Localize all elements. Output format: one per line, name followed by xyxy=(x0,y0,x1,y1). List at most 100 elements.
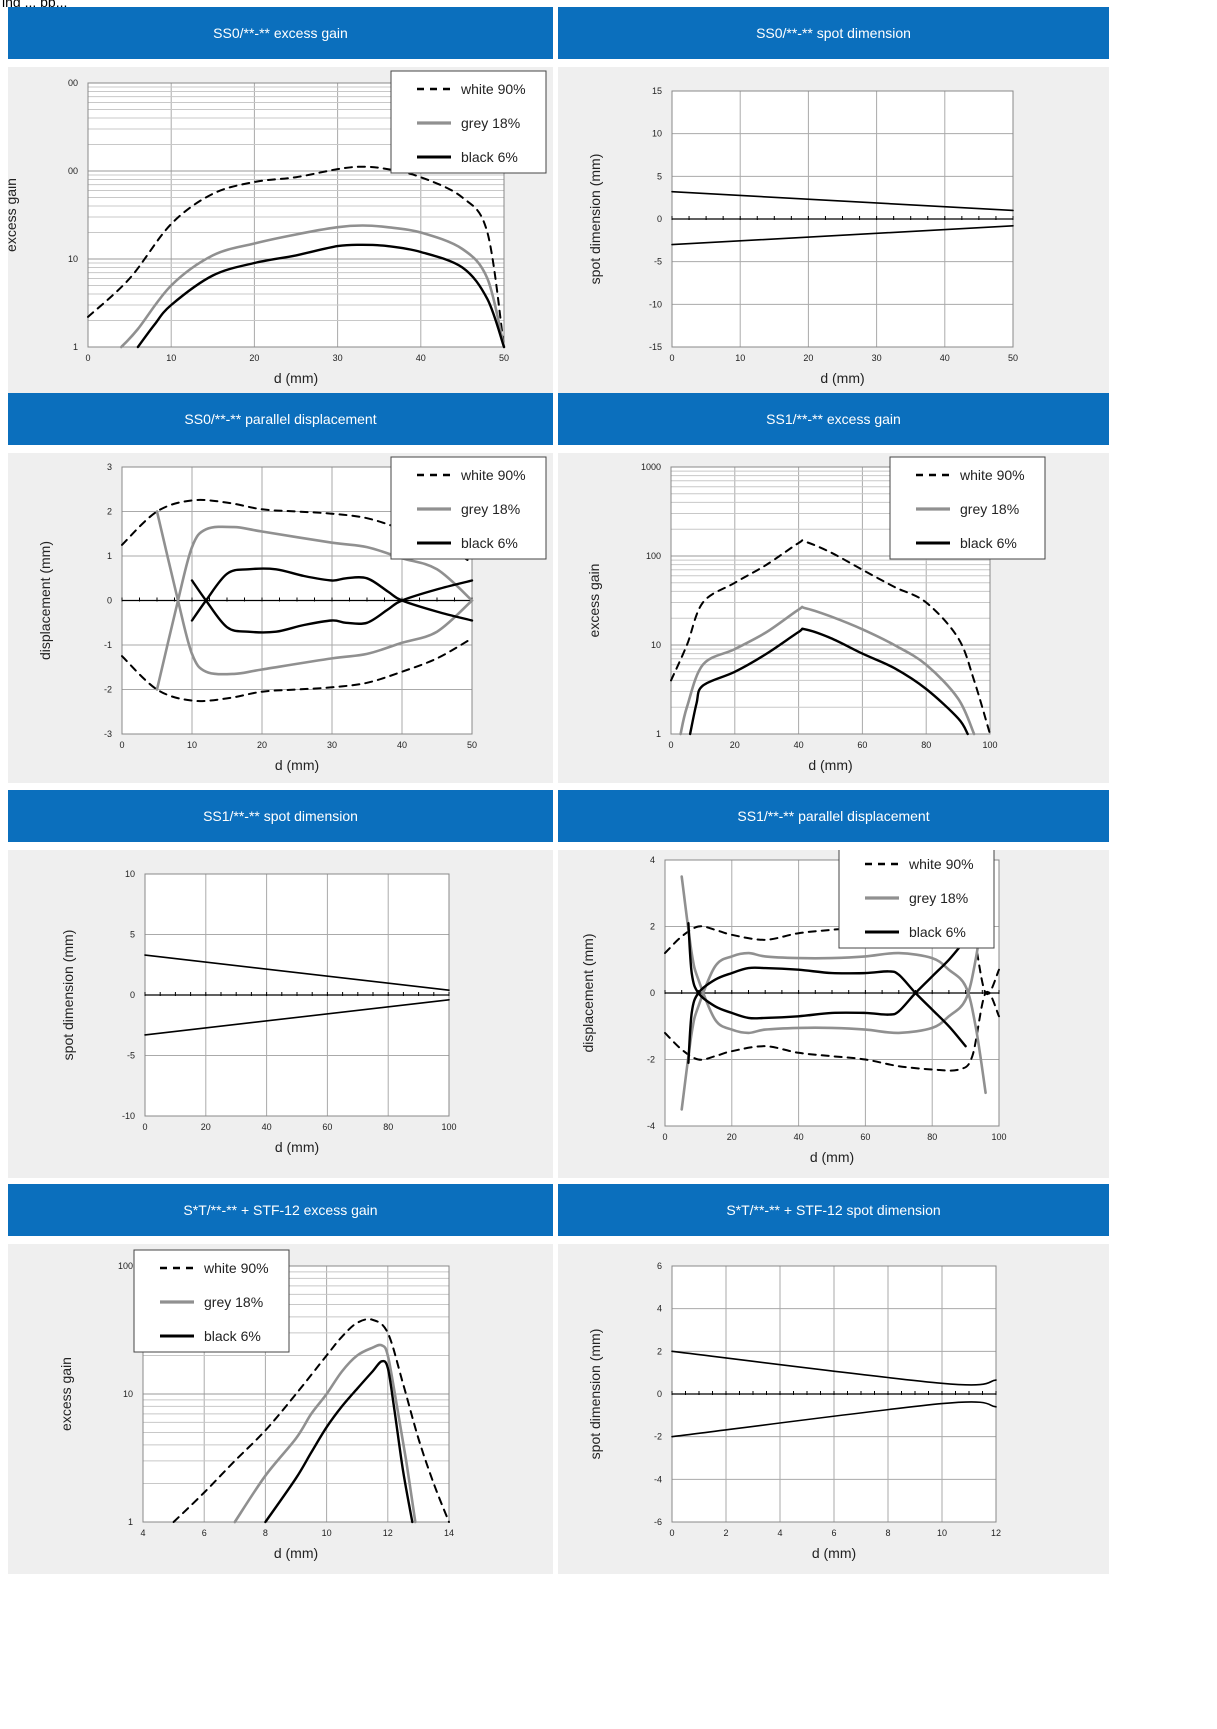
series-line-black xyxy=(688,627,969,736)
x-tick-label: 0 xyxy=(669,353,674,363)
x-tick-label: 20 xyxy=(249,353,259,363)
y-tick-label: -2 xyxy=(654,1432,662,1442)
x-tick-label: 30 xyxy=(333,353,343,363)
chart-ss0-gain: 0 10 20 30 40 50 1 10 00 00 d (mm) excess gain white… xyxy=(8,70,547,386)
y-tick-label: -5 xyxy=(127,1051,135,1061)
x-tick-label: 4 xyxy=(777,1528,782,1538)
y-tick-label: 10 xyxy=(652,129,662,139)
x-tick-label: 20 xyxy=(803,353,813,363)
x-tick-label: 20 xyxy=(201,1122,211,1132)
y-tick-label: 10 xyxy=(125,869,135,879)
y-axis-label: excess gain xyxy=(586,564,602,638)
series-line-black xyxy=(264,1359,414,1524)
y-tick-label: 00 xyxy=(68,166,78,176)
series-line-black xyxy=(136,243,506,349)
y-tick-label: 6 xyxy=(657,1261,662,1271)
series-line-white xyxy=(87,165,505,348)
series-line-grey xyxy=(155,510,474,676)
x-tick-label: 10 xyxy=(166,353,176,363)
series-line-spot xyxy=(144,954,450,991)
x-tick-label: 4 xyxy=(140,1528,145,1538)
legend-label: black 6% xyxy=(461,149,518,165)
y-tick-label: 1 xyxy=(656,729,661,739)
y-tick-label: 100 xyxy=(118,1261,133,1271)
x-tick-label: 30 xyxy=(327,740,337,750)
plot-frame xyxy=(87,82,505,348)
y-tick-label: 3 xyxy=(107,462,112,472)
x-tick-label: 6 xyxy=(831,1528,836,1538)
legend: white 90% grey 18% black 6% xyxy=(390,456,547,560)
x-tick-label: 50 xyxy=(1008,353,1018,363)
x-tick-label: 0 xyxy=(119,740,124,750)
legend-label: white 90% xyxy=(460,467,526,483)
series-line-black xyxy=(687,922,967,1020)
x-tick-label: 20 xyxy=(257,740,267,750)
y-axis-label: displacement (mm) xyxy=(580,933,596,1052)
y-tick-label: -10 xyxy=(122,1111,135,1121)
y-tick-label: 1 xyxy=(107,551,112,561)
series-line-spot xyxy=(671,225,1014,246)
panel-title: SS1/**-** spot dimension xyxy=(8,790,553,842)
legend: white 90% grey 18% black 6% xyxy=(133,1249,290,1353)
x-tick-label: 20 xyxy=(727,1132,737,1142)
panel-title: SS1/**-** parallel displacement xyxy=(558,790,1109,842)
x-axis-label: d (mm) xyxy=(274,1545,318,1561)
x-tick-label: 50 xyxy=(499,353,509,363)
y-tick-label: 1000 xyxy=(641,462,661,472)
y-tick-label: 15 xyxy=(652,86,662,96)
y-axis-label: displacement (mm) xyxy=(37,541,53,660)
y-tick-label: 10 xyxy=(651,640,661,650)
chart-ss1-gain: 0 20 40 60 80 100 1 10 100 1000 d (mm) excess gain w… xyxy=(586,456,1046,773)
y-tick-label: 100 xyxy=(646,551,661,561)
series-line-grey xyxy=(680,875,987,1035)
x-tick-label: 10 xyxy=(735,353,745,363)
chart-ss1-displacement: 0 20 40 60 80 100 -4 -2 0 2 4 d (mm) displacement (m… xyxy=(580,850,1007,1165)
x-tick-label: 30 xyxy=(872,353,882,363)
legend-label: grey 18% xyxy=(909,890,968,906)
x-tick-label: 40 xyxy=(794,1132,804,1142)
x-tick-label: 8 xyxy=(263,1528,268,1538)
y-tick-label: 1 xyxy=(128,1517,133,1527)
legend-label: white 90% xyxy=(460,81,526,97)
legend-label: black 6% xyxy=(960,535,1017,551)
panel-ss1-disp: SS1/**-** parallel displacement 0 20 40 60 8… xyxy=(558,790,1109,1178)
series-line-black xyxy=(190,567,474,622)
legend-label: white 90% xyxy=(908,856,974,872)
series-line-white xyxy=(670,539,991,735)
x-tick-label: 100 xyxy=(441,1122,456,1132)
chart-st-gain: 4 6 8 10 12 14 1 10 100 d (mm) excess gain white 90… xyxy=(58,1249,454,1561)
x-tick-label: 60 xyxy=(860,1132,870,1142)
panel-st-gain: S*T/**-** + STF-12 excess gain 4 6 8 10 12 14… xyxy=(8,1184,553,1574)
x-tick-label: 0 xyxy=(85,353,90,363)
y-tick-label: -3 xyxy=(104,729,112,739)
y-tick-label: -15 xyxy=(649,342,662,352)
x-tick-label: 80 xyxy=(383,1122,393,1132)
legend-label: grey 18% xyxy=(960,501,1019,517)
x-tick-label: 50 xyxy=(467,740,477,750)
x-axis-label: d (mm) xyxy=(275,757,319,773)
x-tick-label: 100 xyxy=(982,740,997,750)
chart-ss0-spot: 0 10 20 30 40 50 -15 -10 -5 0 5 10 15 d (mm) spot dime… xyxy=(587,86,1018,386)
x-tick-label: 40 xyxy=(416,353,426,363)
y-tick-label: 0 xyxy=(107,596,112,606)
x-tick-label: 80 xyxy=(921,740,931,750)
x-axis-label: d (mm) xyxy=(808,757,852,773)
legend-label: black 6% xyxy=(909,924,966,940)
y-tick-label: -4 xyxy=(654,1474,662,1484)
y-axis-label: excess gain xyxy=(8,178,19,252)
series-line-grey xyxy=(120,224,506,349)
x-tick-label: 0 xyxy=(662,1132,667,1142)
page-top-text: ing ... pp... xyxy=(2,0,68,10)
legend-label: grey 18% xyxy=(461,501,520,517)
chart-ss1-spot: 0 20 40 60 80 100 -10 -5 0 5 10 d (mm) spot dimensio… xyxy=(60,869,457,1155)
x-tick-label: 20 xyxy=(730,740,740,750)
x-tick-label: 14 xyxy=(444,1528,454,1538)
x-tick-label: 40 xyxy=(940,353,950,363)
legend-label: black 6% xyxy=(461,535,518,551)
y-axis-label: spot dimension (mm) xyxy=(587,154,603,285)
legend-box xyxy=(838,850,995,949)
x-tick-label: 0 xyxy=(668,740,673,750)
x-tick-label: 10 xyxy=(187,740,197,750)
y-tick-label: -10 xyxy=(649,299,662,309)
y-tick-label: 5 xyxy=(130,930,135,940)
